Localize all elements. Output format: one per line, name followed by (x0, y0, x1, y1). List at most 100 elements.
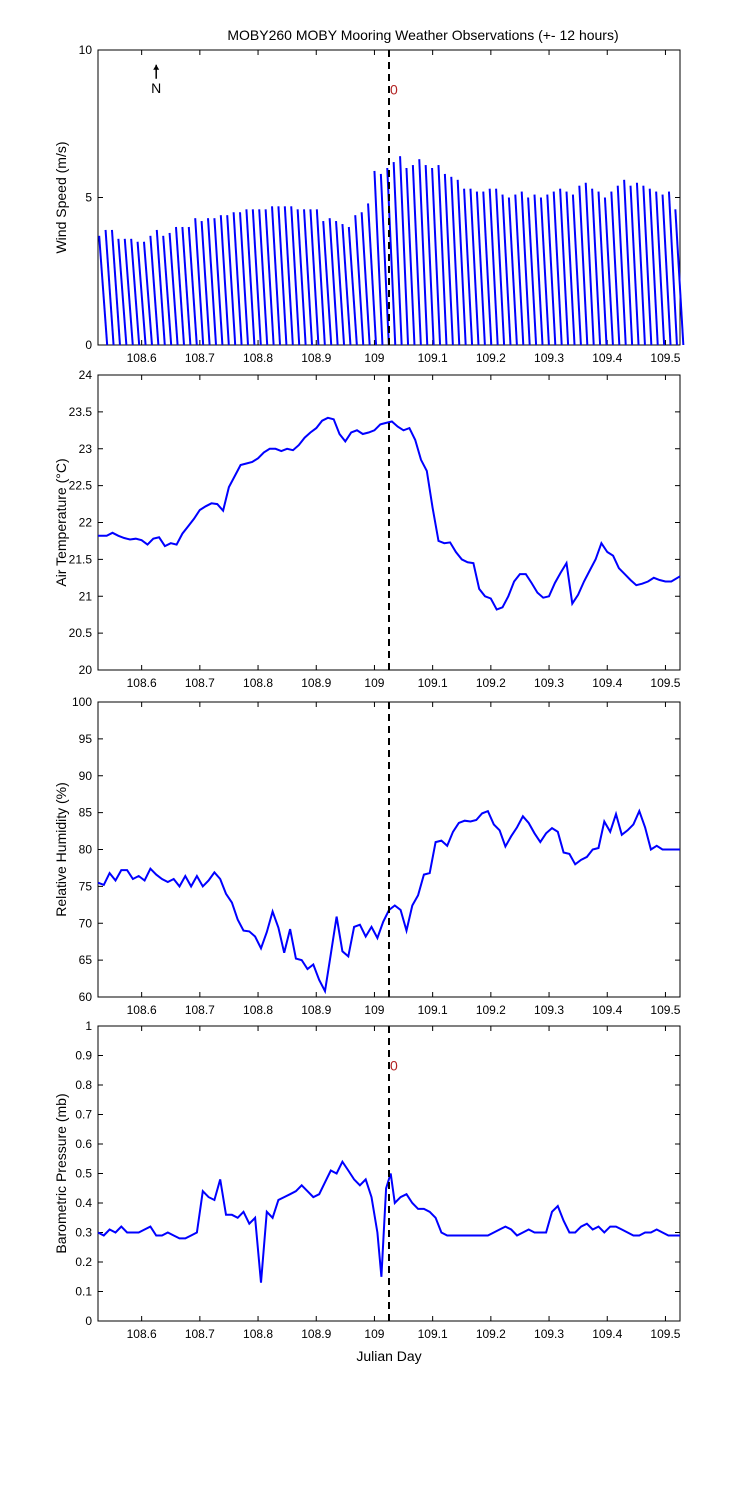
x-tick-label: 108.8 (243, 1327, 273, 1341)
wind-vector (648, 188, 659, 346)
wind-vector (405, 167, 416, 346)
x-tick-label: 109.1 (418, 351, 448, 365)
wind-vector (335, 221, 346, 346)
wind-vector (520, 191, 531, 346)
y-tick-label: 10 (79, 43, 93, 57)
wind-vector (495, 188, 506, 346)
x-tick-label: 109.5 (650, 351, 680, 365)
x-tick-label: 109.3 (534, 351, 564, 365)
wind-vector (399, 156, 410, 346)
y-tick-label: 20 (79, 663, 93, 677)
x-tick-label: 109 (364, 1003, 384, 1017)
chart-panels: 0 5 10 108.6 108.7 108.8 108.9 109 109.1 109.2 109… (53, 43, 685, 1364)
wind-vector (392, 162, 403, 346)
wind-vector (360, 212, 371, 346)
wind-vector (546, 194, 557, 346)
x-tick-label: 108.9 (301, 1003, 331, 1017)
panel-airtemp: 20 20.5 21 21.5 22 22.5 23 23.5 24 108.6 108.7 108.… (53, 368, 681, 690)
panel-pressure: 0 0.1 0.2 0.3 0.4 0.5 0.6 0.7 0.8 0.9 1 108.6 108.7 1… (53, 1019, 681, 1364)
wind-vector (117, 238, 128, 346)
y-tick-label: 0 (85, 1314, 92, 1328)
wind-vector (661, 194, 672, 346)
y-tick-label: 0.3 (75, 1226, 92, 1240)
x-tick-label: 109.3 (534, 1003, 564, 1017)
x-tick-label: 109.3 (534, 1327, 564, 1341)
wind-vector (239, 212, 250, 346)
x-tick-label: 108.9 (301, 1327, 331, 1341)
wind-vector (411, 165, 422, 346)
wind-vector (373, 170, 384, 346)
wind-vector (475, 191, 486, 346)
y-tick-label: 0 (85, 338, 92, 352)
wind-vector (591, 188, 602, 346)
north-arrow-head (153, 64, 160, 70)
wind-vector (616, 185, 627, 346)
y-tick-label: 5 (85, 191, 92, 205)
wind-vector (110, 229, 121, 346)
wind-vector (104, 229, 115, 346)
x-tick-label: 108.7 (185, 351, 215, 365)
wind-vector (674, 209, 685, 346)
x-tick-label: 109.2 (476, 676, 506, 690)
reference-label: 0 (390, 1057, 398, 1073)
y-tick-label: 24 (79, 368, 93, 382)
wind-vector (155, 229, 166, 346)
wind-vector (194, 218, 205, 346)
x-tick-label: 109.1 (418, 1003, 448, 1017)
panel-humidity: 60 65 70 75 80 85 90 95 100 108.6 108.7 108.8 108.9 1… (53, 695, 681, 1017)
x-tick-label: 108.8 (243, 351, 273, 365)
x-tick-label: 109.5 (650, 1003, 680, 1017)
x-tick-label: 109.2 (476, 1003, 506, 1017)
y-axis-label: Barometric Pressure (mb) (53, 1093, 69, 1253)
wind-vector (200, 221, 211, 346)
wind-vector (584, 182, 595, 346)
y-axis-label: Relative Humidity (%) (53, 782, 69, 917)
x-tick-label: 108.6 (127, 351, 157, 365)
x-tick-label: 108.7 (185, 1003, 215, 1017)
y-tick-label: 60 (79, 990, 93, 1004)
wind-vector (488, 188, 499, 346)
x-tick-label: 109 (364, 351, 384, 365)
wind-vector (482, 191, 493, 346)
y-tick-label: 21.5 (69, 552, 93, 566)
y-tick-label: 0.1 (75, 1285, 92, 1299)
wind-vector (142, 241, 153, 346)
wind-vector (168, 232, 179, 346)
wind-vector (450, 176, 461, 346)
x-tick-label: 109.3 (534, 676, 564, 690)
y-axis-label: Air Temperature (°C) (53, 458, 69, 586)
wind-vector (597, 191, 608, 346)
wind-vector (559, 188, 570, 346)
wind-vector (367, 203, 378, 346)
wind-vector (181, 226, 192, 346)
y-tick-label: 75 (79, 879, 93, 893)
x-tick-label: 109.5 (650, 1327, 680, 1341)
wind-vector (629, 185, 640, 346)
wind-vector (552, 191, 563, 346)
wind-vector (264, 209, 275, 346)
wind-vector (456, 179, 467, 346)
wind-vector (623, 179, 634, 346)
wind-vector (98, 235, 109, 346)
wind-vector (251, 209, 262, 346)
wind-vector (603, 197, 614, 346)
y-tick-label: 100 (72, 695, 92, 709)
x-tick-label: 108.9 (301, 676, 331, 690)
y-tick-label: 0.5 (75, 1167, 92, 1181)
wind-vector (431, 167, 442, 346)
series-line (97, 1159, 680, 1283)
wind-vector (533, 194, 544, 346)
north-label: N (151, 80, 161, 96)
y-tick-label: 0.2 (75, 1255, 92, 1269)
wind-vector (571, 194, 582, 346)
y-tick-label: 0.6 (75, 1137, 92, 1151)
x-tick-label: 108.9 (301, 351, 331, 365)
wind-vector (232, 212, 243, 346)
reference-label: 0 (390, 81, 398, 97)
panel-wind: 0 5 10 108.6 108.7 108.8 108.9 109 109.1 109.2 109… (53, 43, 685, 365)
wind-vector (341, 223, 352, 346)
wind-vector (149, 235, 160, 346)
x-tick-label: 108.8 (243, 676, 273, 690)
x-axis-label: Julian Day (356, 1348, 421, 1364)
wind-vector (258, 209, 269, 346)
